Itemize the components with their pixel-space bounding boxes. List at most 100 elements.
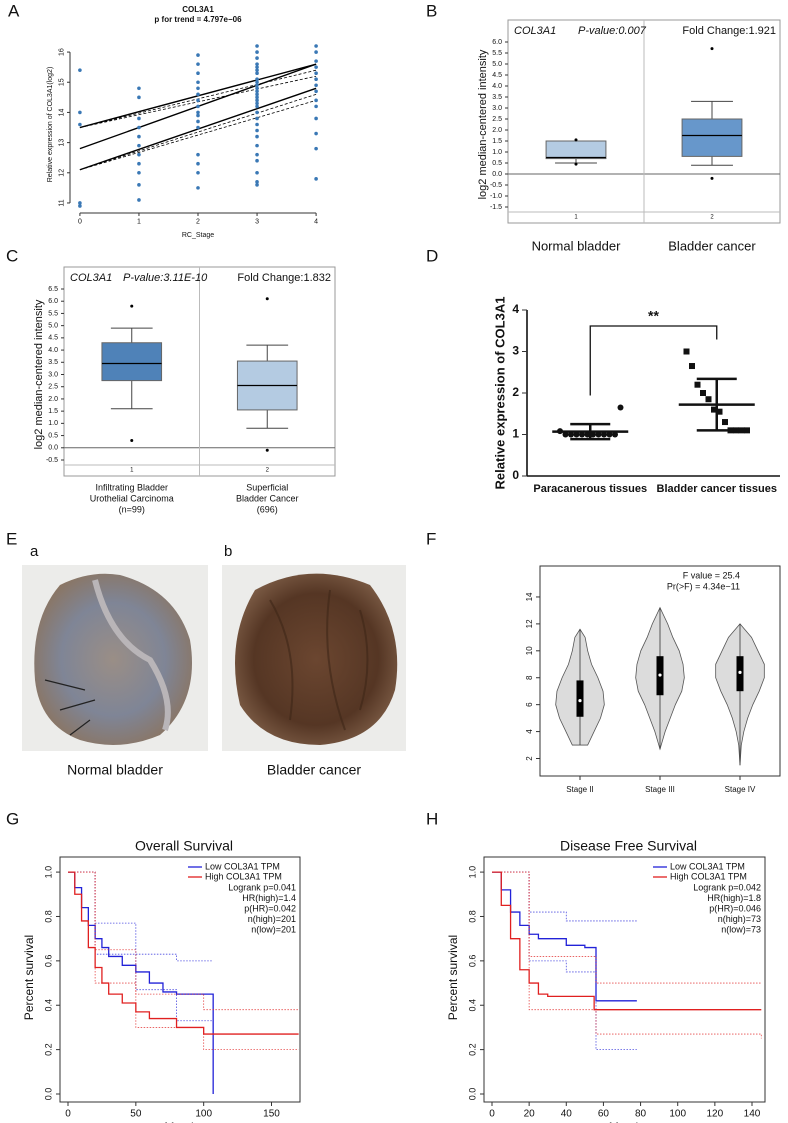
x-tick-label: 100	[669, 1109, 686, 1120]
data-point	[314, 146, 318, 151]
tissue-fold	[92, 579, 171, 731]
annotation: HR(high)=1.4	[242, 893, 296, 903]
category-label: 1	[130, 468, 134, 474]
box	[576, 680, 584, 717]
legend-label: High COL3A1 TPM	[670, 871, 747, 881]
data-point	[137, 95, 141, 100]
data-point	[255, 86, 259, 91]
y-tick-label: 0.0	[48, 445, 58, 452]
legend-label: High COL3A1 TPM	[205, 871, 282, 881]
data-point	[255, 152, 259, 157]
data-point	[137, 170, 141, 175]
fold-change: Fold Change:1.832	[237, 272, 331, 284]
tissue-core	[235, 573, 398, 745]
annotation: n(high)=73	[718, 914, 761, 924]
y-tick-label: 1.0	[468, 866, 478, 879]
panel-label: G	[6, 809, 19, 828]
box	[681, 118, 743, 157]
category-label: Stage III	[645, 785, 675, 794]
panel-label: H	[426, 809, 438, 828]
median	[578, 699, 582, 703]
y-tick-label: 4	[512, 302, 519, 316]
data-point	[722, 419, 728, 426]
annotation: Logrank p=0.042	[693, 882, 761, 892]
data-point	[255, 98, 259, 103]
data-point	[196, 186, 200, 190]
data-point	[196, 170, 200, 175]
x-tick-label: 0	[78, 218, 82, 225]
plot-frame	[483, 856, 766, 1103]
y-tick-label: 12	[59, 169, 66, 177]
data-point	[78, 68, 82, 72]
panel-label: C	[6, 246, 18, 265]
fit-line	[79, 99, 317, 171]
data-point	[617, 404, 624, 411]
y-tick-label: 1.5	[48, 408, 58, 415]
data-point	[568, 431, 574, 438]
panel-label: B	[426, 1, 437, 20]
tissue-core	[34, 573, 193, 745]
data-point	[738, 427, 745, 434]
data-point	[255, 170, 259, 175]
data-point	[255, 89, 259, 94]
box	[101, 342, 163, 382]
data-point	[562, 431, 569, 438]
y-tick-label: 0.2	[44, 1043, 54, 1056]
y-tick-label: 0.0	[492, 171, 502, 178]
data-point	[78, 201, 82, 205]
data-point	[573, 431, 580, 438]
x-tick-label: 80	[635, 1109, 647, 1120]
x-axis-label: Months	[609, 1120, 648, 1123]
data-point	[314, 71, 318, 75]
y-tick-label: 3.5	[48, 359, 58, 366]
y-tick-label: 1.0	[492, 149, 502, 156]
y-axis-label: Relative expression of COL3A1(log2)	[47, 67, 54, 183]
y-tick-label: 0.8	[44, 910, 54, 923]
annotation: Pr(>F) = 4.34e−11	[667, 581, 740, 591]
y-tick-label: 0.8	[468, 910, 478, 923]
y-tick-label: 3.0	[492, 105, 502, 112]
y-tick-label: 1.0	[44, 866, 54, 879]
data-point	[716, 408, 723, 415]
data-point	[255, 134, 259, 139]
y-tick-label: 5.0	[492, 61, 502, 68]
image-caption: Normal bladder	[67, 762, 163, 778]
significance-bracket	[589, 325, 718, 396]
outlier	[265, 297, 269, 301]
outlier	[710, 47, 714, 51]
data-point	[314, 77, 318, 82]
outlier	[710, 176, 714, 180]
chart-title: COL3A1	[182, 5, 214, 14]
y-tick-label: 2.0	[48, 396, 58, 403]
data-point	[255, 68, 259, 72]
data-point	[137, 134, 141, 139]
data-point	[255, 143, 259, 148]
annotation: Logrank p=0.041	[228, 882, 296, 892]
group-label: (696)	[257, 504, 278, 514]
y-tick-label: 4.0	[492, 83, 502, 90]
data-point	[255, 101, 259, 106]
p-value: P-value:3.11E-10	[123, 272, 208, 284]
tissue-detail	[44, 679, 96, 736]
data-point	[255, 44, 259, 48]
y-tick-label: 5.0	[48, 322, 58, 329]
x-tick-label: 1	[137, 218, 141, 225]
survival-curve	[68, 871, 214, 1094]
annotation: n(low)=201	[251, 924, 296, 934]
y-tick-label: -1.0	[490, 193, 502, 200]
y-tick-label: 2.5	[492, 116, 502, 123]
median	[738, 670, 742, 674]
y-tick-label: 6.5	[48, 286, 58, 293]
chart-title: Disease Free Survival	[560, 838, 697, 854]
confidence-band	[492, 871, 637, 1051]
data-point	[196, 161, 200, 166]
data-point	[137, 152, 141, 157]
plot-frame	[59, 856, 301, 1103]
annotation: F value = 25.4	[683, 570, 740, 580]
data-point	[137, 86, 141, 91]
data-point	[255, 77, 259, 82]
data-point	[705, 396, 712, 403]
legend-label: Low COL3A1 TPM	[670, 861, 745, 871]
x-tick-label: 120	[707, 1109, 724, 1120]
group-label: Superficial	[246, 482, 288, 492]
